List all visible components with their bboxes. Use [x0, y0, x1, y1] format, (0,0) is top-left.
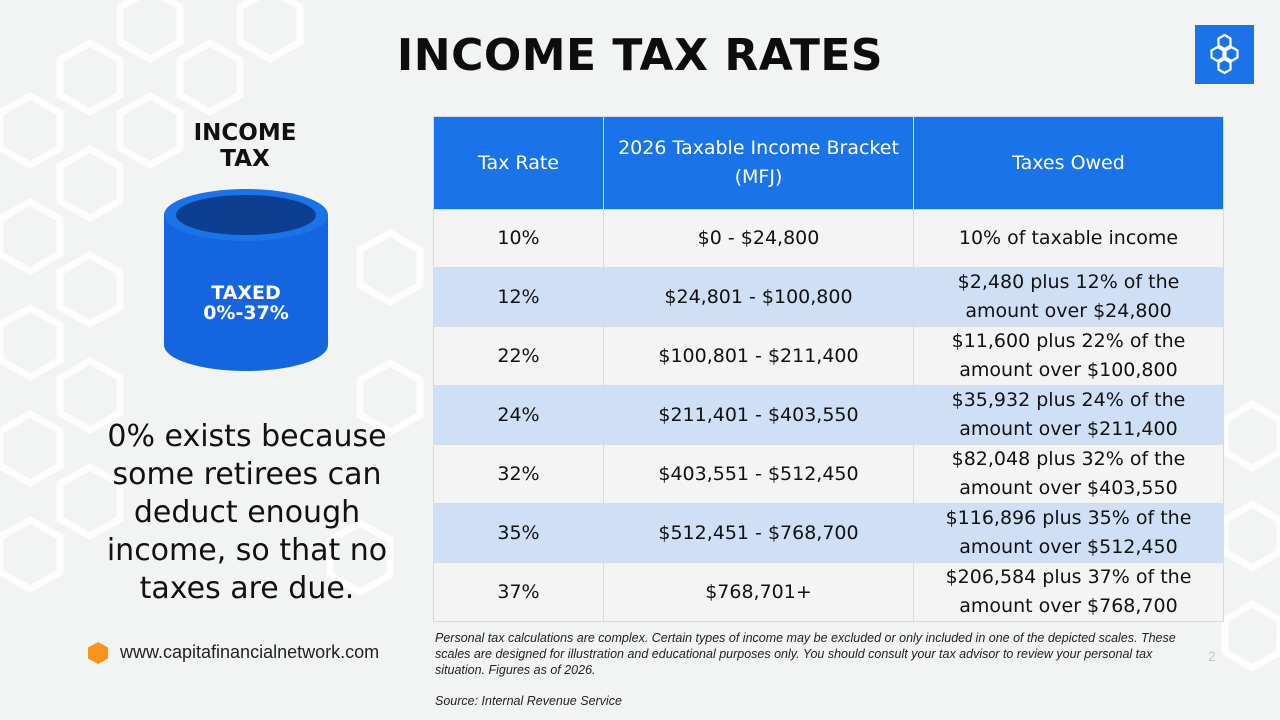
table-row: 35% $512,451 - $768,700 $116,896 plus 35…	[433, 503, 1224, 563]
source-text: Source: Internal Revenue Service	[435, 694, 622, 708]
income-tax-label-line2: TAX	[220, 146, 270, 172]
cell-owed: $11,600 plus 22% of the amount over $100…	[913, 326, 1224, 386]
table-row: 12% $24,801 - $100,800 $2,480 plus 12% o…	[433, 267, 1224, 327]
bucket-taxed-line2: 0%-37%	[203, 302, 289, 324]
cell-owed: $116,896 plus 35% of the amount over $51…	[913, 503, 1224, 563]
cell-rate: 10%	[433, 209, 604, 268]
header-income-bracket: 2026 Taxable Income Bracket (MFJ)	[603, 116, 914, 210]
cell-bracket: $768,701+	[603, 562, 914, 622]
cell-rate: 22%	[433, 326, 604, 386]
header-taxes-owed: Taxes Owed	[913, 116, 1224, 210]
cell-rate: 24%	[433, 385, 604, 445]
cell-owed: $82,048 plus 32% of the amount over $403…	[913, 444, 1224, 504]
cell-owed: $206,584 plus 37% of the amount over $76…	[913, 562, 1224, 622]
tax-rates-table: Tax Rate 2026 Taxable Income Bracket (MF…	[433, 116, 1224, 622]
cell-bracket: $24,801 - $100,800	[603, 267, 914, 327]
cell-bracket: $211,401 - $403,550	[603, 385, 914, 445]
zero-percent-note: 0% exists because some retirees can dedu…	[106, 419, 388, 606]
cell-bracket: $512,451 - $768,700	[603, 503, 914, 563]
website-link[interactable]: www.capitafinancialnetwork.com	[120, 642, 380, 662]
cell-owed: $2,480 plus 12% of the amount over $24,8…	[913, 267, 1224, 327]
cell-owed: $35,932 plus 24% of the amount over $211…	[913, 385, 1224, 445]
cell-rate: 12%	[433, 267, 604, 327]
bucket-taxed-line1: TAXED	[211, 282, 281, 304]
cell-bracket: $100,801 - $211,400	[603, 326, 914, 386]
table-header-row: Tax Rate 2026 Taxable Income Bracket (MF…	[433, 116, 1224, 210]
hexagon-cluster-icon	[1210, 33, 1239, 75]
cell-owed: 10% of taxable income	[913, 209, 1224, 268]
orange-hexagon-icon	[88, 642, 108, 664]
cylinder-bucket-icon	[164, 189, 328, 371]
cell-rate: 35%	[433, 503, 604, 563]
brand-logo	[1195, 25, 1254, 84]
page-title: INCOME TAX RATES	[396, 30, 884, 81]
header-tax-rate: Tax Rate	[433, 116, 604, 210]
cell-rate: 37%	[433, 562, 604, 622]
cell-bracket: $0 - $24,800	[603, 209, 914, 268]
bucket-taxed-text: TAXED 0%-37%	[160, 283, 332, 323]
cell-bracket: $403,551 - $512,450	[603, 444, 914, 504]
table-row: 10% $0 - $24,800 10% of taxable income	[433, 209, 1224, 268]
income-tax-label-line1: INCOME	[193, 120, 297, 146]
income-tax-label: INCOME TAX	[160, 120, 330, 172]
cell-rate: 32%	[433, 444, 604, 504]
disclaimer-text: Personal tax calculations are complex. C…	[435, 631, 1176, 677]
page-number: 2	[1208, 648, 1216, 664]
table-row: 37% $768,701+ $206,584 plus 37% of the a…	[433, 562, 1224, 622]
table-row: 32% $403,551 - $512,450 $82,048 plus 32%…	[433, 444, 1224, 504]
table-row: 24% $211,401 - $403,550 $35,932 plus 24%…	[433, 385, 1224, 445]
table-row: 22% $100,801 - $211,400 $11,600 plus 22%…	[433, 326, 1224, 386]
